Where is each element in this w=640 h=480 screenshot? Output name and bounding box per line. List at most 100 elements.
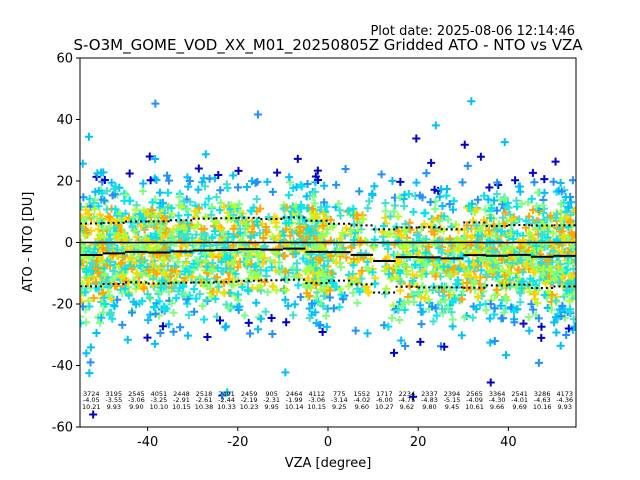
scatter-point xyxy=(286,231,295,240)
scatter-point xyxy=(108,275,117,284)
scatter-point xyxy=(167,298,176,307)
scatter-point xyxy=(213,273,222,282)
scatter-point xyxy=(156,222,165,231)
scatter-point xyxy=(199,242,208,251)
scatter-point xyxy=(304,274,313,283)
scatter-point xyxy=(143,290,152,299)
bin-std-label: 10.38 xyxy=(195,403,214,411)
scatter-points xyxy=(80,97,576,419)
scatter-point xyxy=(481,205,490,214)
scatter-point xyxy=(137,221,146,230)
scatter-point xyxy=(208,267,217,276)
scatter-point xyxy=(256,204,265,213)
scatter-point xyxy=(123,335,132,344)
scatter-point xyxy=(319,209,328,218)
scatter-point xyxy=(137,271,146,280)
scatter-point xyxy=(381,289,390,298)
scatter-point xyxy=(422,169,431,178)
scatter-point xyxy=(342,253,351,262)
scatter-point xyxy=(155,188,164,197)
scatter-point xyxy=(223,388,232,397)
scatter-point xyxy=(310,242,319,251)
scatter-point xyxy=(201,150,210,159)
scatter-point xyxy=(144,266,153,275)
scatter-point xyxy=(338,228,347,237)
scatter-point xyxy=(261,307,270,316)
scatter-point xyxy=(176,323,185,332)
scatter-point xyxy=(99,224,108,233)
scatter-point xyxy=(93,169,102,178)
scatter-point xyxy=(330,283,339,292)
scatter-point xyxy=(216,186,225,195)
scatter-point xyxy=(228,274,237,283)
scatter-point xyxy=(136,257,145,266)
scatter-point xyxy=(212,193,221,202)
scatter-point xyxy=(268,187,277,196)
scatter-point xyxy=(152,234,161,243)
scatter-point xyxy=(124,291,133,300)
scatter-point xyxy=(98,189,107,198)
scatter-point xyxy=(195,204,204,213)
scatter-point xyxy=(244,287,253,296)
scatter-point xyxy=(230,202,239,211)
scatter-point xyxy=(275,258,284,267)
scatter-point xyxy=(180,197,189,206)
scatter-point xyxy=(283,275,292,284)
scatter-point xyxy=(355,287,364,296)
scatter-point xyxy=(482,306,491,315)
scatter-point xyxy=(322,322,331,331)
scatter-point xyxy=(304,225,313,234)
scatter-point xyxy=(312,319,321,328)
bin-std-label: 9.90 xyxy=(129,403,143,411)
scatter-point xyxy=(235,224,244,233)
scatter-point xyxy=(213,263,222,272)
scatter-point xyxy=(85,369,94,378)
scatter-point xyxy=(161,243,170,252)
scatter-point xyxy=(235,200,244,209)
x-axis-label: VZA [degree] xyxy=(285,456,372,471)
scatter-point xyxy=(107,217,116,226)
scatter-point xyxy=(148,259,157,268)
scatter-point xyxy=(226,289,235,298)
scatter-point xyxy=(351,326,360,335)
scatter-point xyxy=(174,287,183,296)
scatter-point xyxy=(311,187,320,196)
scatter-point xyxy=(179,224,188,233)
bin-std-label: 10.10 xyxy=(150,403,169,411)
y-tick-label: -20 xyxy=(52,298,73,313)
scatter-point xyxy=(244,252,253,261)
scatter-point xyxy=(306,264,315,273)
scatter-point xyxy=(540,175,549,184)
scatter-point xyxy=(328,279,337,288)
scatter-point xyxy=(203,332,212,341)
scatter-point xyxy=(203,262,212,271)
scatter-point xyxy=(106,308,115,317)
bin-std-label: 9.60 xyxy=(355,403,369,411)
scatter-point xyxy=(126,254,135,263)
scatter-point xyxy=(202,295,211,304)
scatter-point xyxy=(234,166,243,175)
scatter-point xyxy=(309,192,318,201)
scatter-point xyxy=(188,272,197,281)
scatter-point xyxy=(297,203,306,212)
scatter-point xyxy=(168,253,177,262)
scatter-point xyxy=(222,180,231,189)
scatter-point xyxy=(290,300,299,309)
scatter-point xyxy=(81,288,90,297)
scatter-point xyxy=(101,299,110,308)
scatter-point xyxy=(382,284,391,293)
scatter-point xyxy=(150,174,159,183)
scatter-point xyxy=(127,264,136,273)
scatter-point xyxy=(394,212,403,221)
scatter-point xyxy=(181,290,190,299)
scatter-point xyxy=(551,157,560,166)
scatter-point xyxy=(167,266,176,275)
scatter-point xyxy=(156,262,165,271)
scatter-point xyxy=(296,180,305,189)
scatter-point xyxy=(118,320,127,329)
scatter-point xyxy=(254,325,263,334)
scatter-point xyxy=(316,244,325,253)
scatter-point xyxy=(363,329,372,338)
scatter-point xyxy=(92,328,101,337)
scatter-point xyxy=(370,243,379,252)
